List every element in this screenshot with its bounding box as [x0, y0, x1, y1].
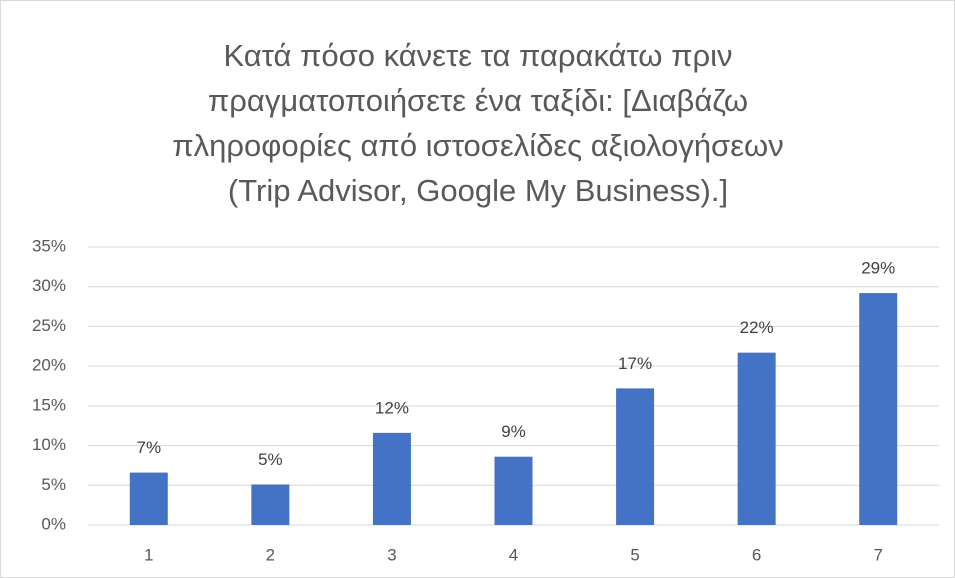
- data-label: 17%: [618, 354, 652, 373]
- y-tick-label: 25%: [32, 316, 66, 335]
- chart-title: (Trip Advisor, Google My Business).]: [228, 173, 728, 208]
- data-label: 29%: [861, 259, 895, 278]
- y-tick-label: 10%: [32, 435, 66, 454]
- x-tick-label: 6: [752, 545, 761, 564]
- chart-title: πραγματοποιήσετε ένα ταξίδι: [Διαβάζω: [208, 83, 748, 118]
- x-tick-label: 5: [630, 545, 639, 564]
- x-tick-label: 1: [144, 545, 153, 564]
- chart-title: πληροφορίες από ιστοσελίδες αξιολογήσεων: [172, 128, 783, 163]
- chart-title: Κατά πόσο κάνετε τα παρακάτω πριν: [223, 38, 732, 73]
- data-label: 22%: [740, 318, 774, 337]
- x-tick-label: 7: [873, 545, 882, 564]
- y-tick-label: 30%: [32, 276, 66, 295]
- bar: [251, 484, 290, 525]
- data-label: 7%: [136, 438, 161, 457]
- bar: [372, 432, 411, 525]
- y-tick-label: 20%: [32, 356, 66, 375]
- bar: [737, 352, 776, 525]
- y-tick-label: 35%: [32, 236, 66, 255]
- data-label: 9%: [501, 422, 526, 441]
- y-tick-label: 5%: [41, 475, 66, 494]
- bar: [494, 456, 533, 525]
- bar: [129, 472, 168, 525]
- x-tick-label: 3: [387, 545, 396, 564]
- y-tick-label: 15%: [32, 395, 66, 414]
- x-tick-label: 2: [266, 545, 275, 564]
- data-label: 5%: [258, 450, 283, 469]
- x-tick-label: 4: [509, 545, 518, 564]
- bar: [859, 293, 898, 525]
- data-label: 12%: [375, 398, 409, 417]
- bar: [616, 388, 655, 525]
- y-tick-label: 0%: [41, 514, 66, 533]
